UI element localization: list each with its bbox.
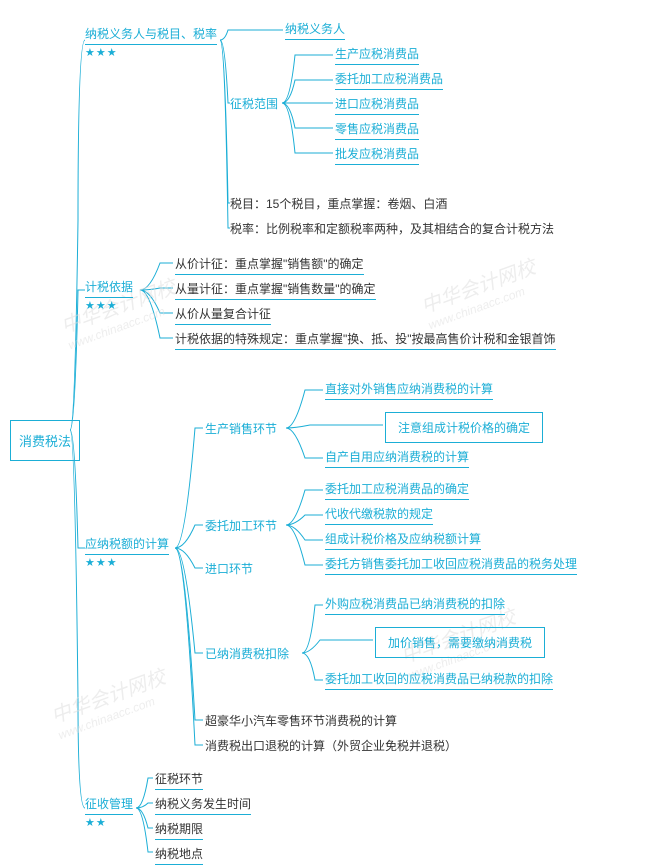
l1-stars: ★★★: [85, 300, 118, 312]
node-label: 外购应税消费品已纳消费税的扣除: [325, 595, 505, 615]
s3wt-node: 组成计税价格及应纳税额计算: [325, 530, 481, 550]
wm-url: www.chinaacc.com: [56, 688, 174, 742]
s3yn-node: 委托加工收回的应税消费品已纳税款的扣除: [325, 670, 553, 690]
l1-label: 纳税义务人与税目、税率: [85, 25, 217, 45]
s3yn-node: 加价销售，需要缴纳消费税: [375, 627, 545, 658]
s4-node: 纳税期限: [155, 820, 203, 840]
node-label: 计税依据的特殊规定：重点掌握"换、抵、投"按最高售价计税和金银首饰: [175, 330, 556, 350]
level1-node: 纳税义务人与税目、税率 ★★★: [85, 25, 217, 59]
node-label: 纳税期限: [155, 820, 203, 840]
connector-lines: [0, 0, 664, 859]
s3-node: 生产销售环节: [205, 420, 277, 437]
node-label: 自产自用应纳消费税的计算: [325, 448, 469, 468]
node-label: 委托加工应税消费品: [335, 70, 443, 90]
level1-node: 计税依据 ★★★: [85, 278, 133, 312]
box-note: 加价销售，需要缴纳消费税: [375, 627, 545, 658]
s3wt-node: 委托方销售委托加工收回应税消费品的税务处理: [325, 555, 577, 575]
s4-node: 纳税地点: [155, 845, 203, 865]
s2-node: 从量计征：重点掌握"销售数量"的确定: [175, 280, 376, 300]
box-note: 注意组成计税价格的确定: [385, 412, 543, 443]
node-label: 进口应税消费品: [335, 95, 419, 115]
node-label: 从价计征：重点掌握"销售额"的确定: [175, 255, 364, 275]
s3prod-node: 注意组成计税价格的确定: [385, 412, 543, 443]
node-label: 进口环节: [205, 562, 253, 576]
s3prod-node: 自产自用应纳消费税的计算: [325, 448, 469, 468]
s3-node: 已纳消费税扣除: [205, 645, 289, 662]
root-label: 消费税法: [19, 434, 71, 449]
s3yn-node: 外购应税消费品已纳消费税的扣除: [325, 595, 505, 615]
l1-stars: ★★★: [85, 557, 118, 569]
node-label: 从量计征：重点掌握"销售数量"的确定: [175, 280, 376, 300]
scope-node: 批发应税消费品: [335, 145, 419, 165]
s3-node: 超豪华小汽车零售环节消费税的计算: [205, 712, 397, 729]
node-label: 税率：比例税率和定额税率两种，及其相结合的复合计税方法: [230, 222, 554, 236]
node-label: 超豪华小汽车零售环节消费税的计算: [205, 714, 397, 728]
node-label: 征税环节: [155, 770, 203, 790]
node-label: 纳税地点: [155, 845, 203, 865]
node-label: 组成计税价格及应纳税额计算: [325, 530, 481, 550]
s2-node: 计税依据的特殊规定：重点掌握"换、抵、投"按最高售价计税和金银首饰: [175, 330, 556, 350]
wm-text: 中华会计网校: [48, 666, 168, 728]
node-label: 从价从量复合计征: [175, 305, 271, 325]
s3-node: 进口环节: [205, 560, 253, 577]
root-node: 消费税法: [10, 420, 80, 461]
node-label: 委托加工应税消费品的确定: [325, 480, 469, 500]
level1-node: 征收管理 ★★: [85, 795, 133, 829]
node-label: 委托方销售委托加工收回应税消费品的税务处理: [325, 555, 577, 575]
node-label: 直接对外销售应纳消费税的计算: [325, 380, 493, 400]
s3wt-node: 代收代缴税款的规定: [325, 505, 433, 525]
wm-url: www.chinaacc.com: [426, 278, 544, 332]
l1-stars: ★★★: [85, 47, 118, 59]
s3wt-node: 委托加工应税消费品的确定: [325, 480, 469, 500]
s3-node: 委托加工环节: [205, 517, 277, 534]
s1-node: 纳税义务人: [285, 20, 345, 40]
node-label: 税目：15个税目，重点掌握：卷烟、白酒: [230, 197, 447, 211]
s3-node: 消费税出口退税的计算（外贸企业免税并退税）: [205, 737, 457, 754]
node-label: 已纳消费税扣除: [205, 647, 289, 661]
level1-node: 应纳税额的计算 ★★★: [85, 535, 169, 569]
node-label: 纳税义务发生时间: [155, 795, 251, 815]
l1-stars: ★★: [85, 817, 107, 829]
s2-node: 从价计征：重点掌握"销售额"的确定: [175, 255, 364, 275]
watermark: 中华会计网校www.chinaacc.com: [46, 661, 173, 742]
l1-label: 征收管理: [85, 795, 133, 815]
l1-label: 计税依据: [85, 278, 133, 298]
s2-node: 从价从量复合计征: [175, 305, 271, 325]
node-label: 批发应税消费品: [335, 145, 419, 165]
s4-node: 纳税义务发生时间: [155, 795, 251, 815]
scope-node: 委托加工应税消费品: [335, 70, 443, 90]
wm-text: 中华会计网校: [418, 256, 538, 318]
node-label: 委托加工收回的应税消费品已纳税款的扣除: [325, 670, 553, 690]
watermark: 中华会计网校www.chinaacc.com: [416, 251, 543, 332]
l1-label: 应纳税额的计算: [85, 535, 169, 555]
node-label: 纳税义务人: [285, 20, 345, 40]
s1-node: 税率：比例税率和定额税率两种，及其相结合的复合计税方法: [230, 220, 554, 237]
s4-node: 征税环节: [155, 770, 203, 790]
node-label: 委托加工环节: [205, 519, 277, 533]
scope-node: 零售应税消费品: [335, 120, 419, 140]
s1-node: 征税范围: [230, 95, 278, 112]
node-label: 生产应税消费品: [335, 45, 419, 65]
scope-node: 生产应税消费品: [335, 45, 419, 65]
s3prod-node: 直接对外销售应纳消费税的计算: [325, 380, 493, 400]
s1-node: 税目：15个税目，重点掌握：卷烟、白酒: [230, 195, 447, 212]
node-label: 征税范围: [230, 97, 278, 111]
node-label: 消费税出口退税的计算（外贸企业免税并退税）: [205, 739, 457, 753]
node-label: 零售应税消费品: [335, 120, 419, 140]
node-label: 代收代缴税款的规定: [325, 505, 433, 525]
scope-node: 进口应税消费品: [335, 95, 419, 115]
node-label: 生产销售环节: [205, 422, 277, 436]
